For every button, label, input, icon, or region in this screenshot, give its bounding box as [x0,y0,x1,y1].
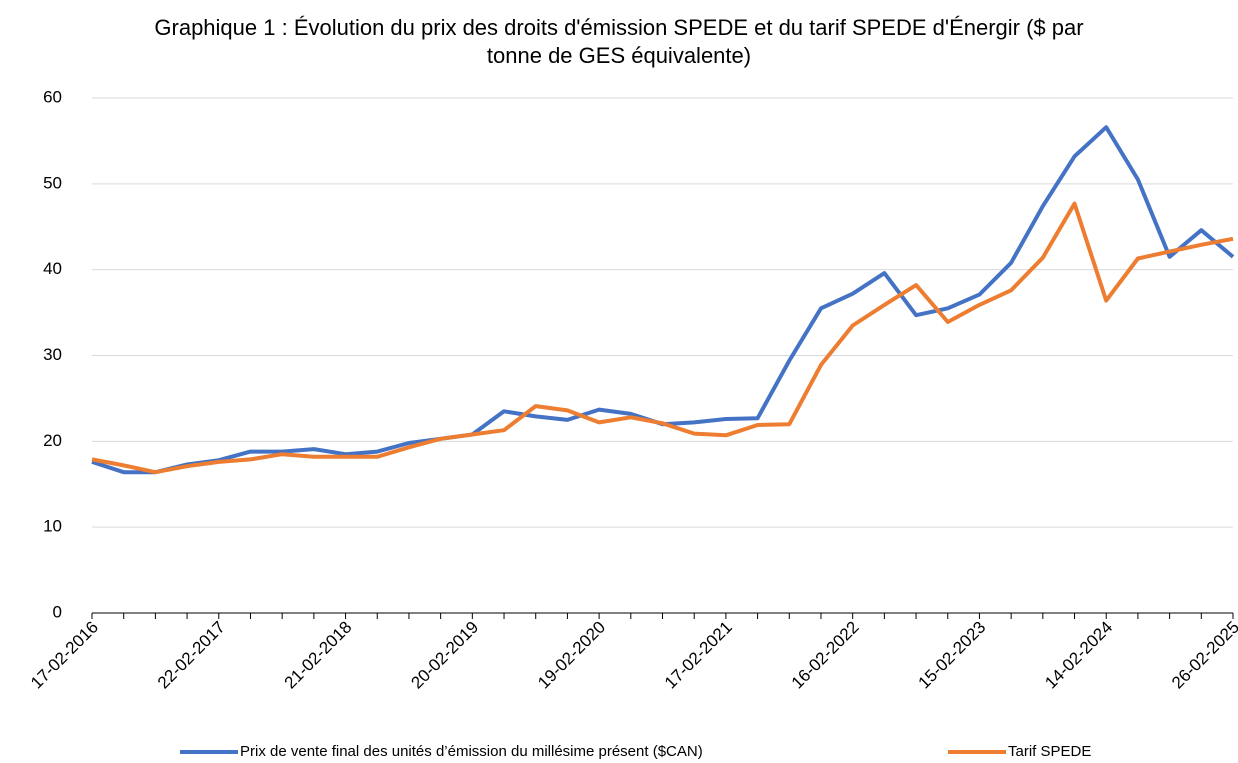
x-tick-label: 21-02-2018 [281,618,356,693]
y-tick-label: 0 [53,602,62,621]
y-tick-label: 20 [43,431,62,450]
x-tick-label: 26-02-2025 [1168,618,1238,693]
y-tick-label: 10 [43,517,62,536]
x-tick-label: 17-02-2021 [661,618,736,693]
x-tick-label: 20-02-2019 [407,618,482,693]
series-line [91,201,1234,475]
x-tick-label: 14-02-2024 [1041,618,1116,693]
legend-label: Tarif SPEDE [1008,743,1091,760]
y-tick-label: 60 [43,87,62,106]
x-tick-label: 17-02-2016 [27,618,102,693]
x-tick-label: 19-02-2020 [534,618,609,693]
y-tick-label: 40 [43,259,62,278]
legend-label: Prix de vente final des unités d’émissio… [240,743,703,760]
y-tick-label: 50 [43,173,62,192]
chart-title: Graphique 1 : Évolution du prix des droi… [154,15,1084,68]
series-line [91,125,1235,475]
x-tick-label: 22-02-2017 [154,618,229,693]
x-tick-label: 16-02-2022 [788,618,863,693]
x-tick-label: 15-02-2023 [915,618,990,693]
y-tick-label: 30 [43,345,62,364]
